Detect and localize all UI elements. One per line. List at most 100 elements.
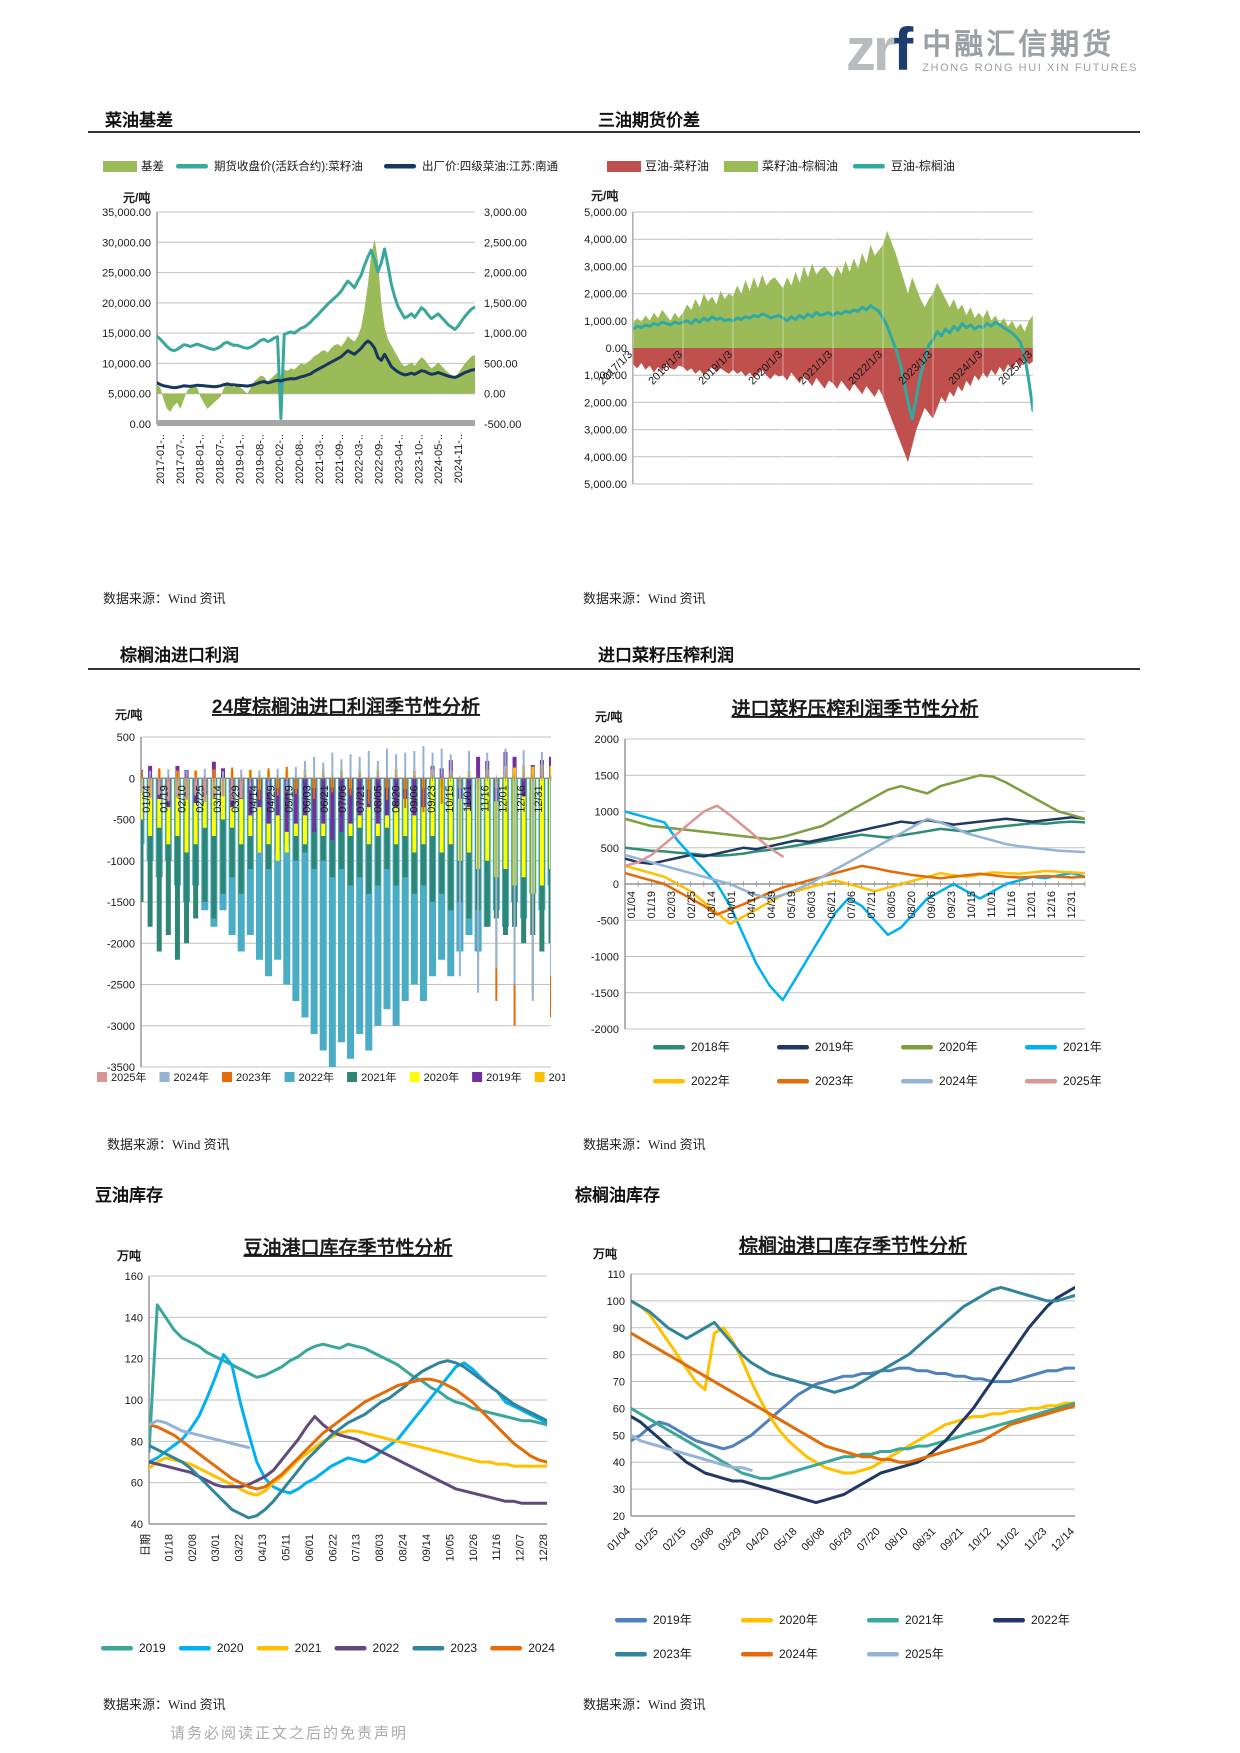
y-tick-right: 3,000.00	[484, 207, 527, 219]
x-tick: 10/15	[966, 891, 978, 919]
x-tick: 2018-01-..	[195, 434, 207, 484]
legend: 2025年 2024年 2023年 2022年 2021年 2020年 2019年 2018年	[97, 1070, 584, 1084]
y-tick: 25,000.00	[102, 268, 151, 280]
y-tick: 60	[613, 1403, 625, 1415]
x-tick: 01/19	[646, 891, 658, 919]
y-tick: 100	[125, 1395, 143, 1407]
legend-label: 2022	[373, 1641, 400, 1655]
y-tick: 15,000.00	[102, 328, 151, 340]
x-tick: 03/29	[716, 1526, 744, 1554]
y-tick: 140	[125, 1312, 143, 1324]
y-tick: 100	[607, 1296, 625, 1308]
x-tick: 05/19	[786, 891, 798, 919]
x-tick: 11/16	[491, 1534, 503, 1561]
legend-label: 2021年	[361, 1070, 396, 1084]
x-tick: 06/08	[799, 1526, 827, 1554]
y-tick: 20	[613, 1511, 625, 1523]
x-tick: 01/04	[141, 785, 153, 813]
y-tick: 1,000.00	[584, 316, 627, 328]
x-tick: 11/01	[462, 785, 474, 812]
series-2024	[149, 1377, 547, 1491]
series-2020	[149, 1353, 547, 1495]
axis-unit-label: 元/吨	[591, 188, 618, 203]
x-tick: 01/19	[159, 785, 171, 813]
logo-company-name-en: ZHONG RONG HUI XIN FUTURES	[922, 62, 1138, 74]
x-tick: 12/07	[515, 1534, 527, 1562]
legend-label: 2018年	[691, 1040, 730, 1054]
series-2022年	[625, 864, 1085, 926]
y-tick: -500	[597, 915, 619, 927]
y-axis-labels: 500 0 -500 -1000 -1500 -2000 -2500 -3000 -3500	[107, 732, 135, 1074]
x-tick: 04/01	[726, 891, 738, 919]
legend-label: 2023年	[653, 1647, 692, 1661]
data-source-note-4: 数据来源：Wind 资讯	[583, 1137, 706, 1152]
y-tick: 40	[613, 1457, 625, 1469]
series-group	[631, 1285, 1075, 1505]
section-header-caiyou-jicha: 菜油基差	[105, 111, 173, 130]
x-tick: 08/31	[910, 1526, 938, 1554]
x-tick: 06/21	[826, 891, 838, 919]
section-header-rapeseed-crush-profit: 进口菜籽压榨利润	[598, 646, 734, 665]
series-2021年	[625, 810, 1085, 1002]
chart-soybean-oil-port-inventory: 160 140 120 100 80 60 40 日期 01/18 02/08 03/01 03/22…	[95, 1218, 633, 1685]
y-tick-right: 2,500.00	[484, 237, 527, 249]
logo-f: f	[893, 16, 913, 83]
legend-label: 2019年	[653, 1613, 692, 1627]
series-2022年	[631, 1285, 1075, 1505]
legend-label: 豆油-棕榈油	[891, 158, 955, 173]
x-tick: 2020-02-..	[274, 434, 286, 484]
y-tick: 70	[613, 1377, 625, 1389]
legend-label: 2024年	[939, 1074, 978, 1088]
chart-svg-c2: 5,000.00 4,000.00 3,000.00 2,000.00 1,000.00…	[584, 158, 1035, 491]
legend-label: 2020	[217, 1641, 244, 1655]
x-tick: 08/20	[906, 891, 918, 919]
y-tick: -1500	[107, 897, 135, 909]
x-tick: 11/16	[1006, 891, 1018, 918]
data-source-note-3: 数据来源：Wind 资讯	[107, 1137, 230, 1152]
chart-rapeseed-oil-basis: 0.00 5,000.00 10,000.00 15,000.00 20,000.00 2…	[95, 148, 565, 533]
x-tick: 日期	[139, 1534, 152, 1556]
y-tick-right: 0.00	[484, 389, 505, 401]
x-tick: 06/03	[806, 891, 818, 919]
x-tick: 08/03	[374, 1534, 386, 1562]
legend-label: 2021	[295, 1641, 322, 1655]
x-tick: 2021-09-..	[334, 434, 346, 484]
y-tick: 30,000.00	[102, 237, 151, 249]
series-2025年	[141, 778, 243, 803]
y-tick-right: -500.00	[484, 419, 521, 431]
legend-label: 豆油-菜籽油	[645, 159, 709, 173]
y-tick: 0.00	[606, 343, 627, 355]
y-tick: 0.00	[130, 419, 151, 431]
x-tick: 04/14	[248, 785, 260, 813]
y-tick: -3500	[107, 1062, 135, 1074]
legend-label: 2021年	[905, 1613, 944, 1627]
x-tick: 07/21	[866, 891, 878, 919]
chart-svg-c1: 0.00 5,000.00 10,000.00 15,000.00 20,000.00 2…	[102, 159, 559, 484]
x-tick: 08/05	[886, 891, 898, 919]
y-tick: 5,000.00	[108, 389, 151, 401]
y-axis-labels: 2000 1500 1000 500 0 -500 -1000 -1500 -2000	[591, 734, 619, 1036]
y-tick: 20,000.00	[102, 298, 151, 310]
legend-label: 2023	[450, 1641, 477, 1655]
legend-label: 2024	[528, 1641, 555, 1655]
y-tick: 3,000.00	[584, 425, 627, 437]
x-tick: 06/21	[319, 785, 331, 813]
x-tick: 06/29	[827, 1526, 855, 1554]
series-2018年	[625, 820, 1085, 857]
header-rule-1	[88, 131, 1140, 133]
x-tick: 10/05	[444, 1534, 456, 1562]
series-2020年	[625, 774, 1085, 841]
y-tick: -500	[113, 815, 135, 827]
x-tick: 05/18	[772, 1526, 800, 1554]
legend-label: 2020年	[939, 1040, 978, 1054]
y-tick: 0	[613, 879, 619, 891]
y-tick: 160	[125, 1271, 143, 1283]
x-tick: 2023-10-..	[413, 434, 425, 484]
x-tick: 07/20	[855, 1526, 883, 1554]
x-tick: 2017-07-..	[175, 434, 187, 484]
legend-label: 期货收盘价(活跃合约):菜籽油	[214, 159, 363, 173]
y-tick-right: 1,500.00	[484, 298, 527, 310]
x-tick: 02/25	[686, 891, 698, 919]
y-tick: 2,000.00	[584, 289, 627, 301]
y-tick: 3,000.00	[584, 261, 627, 273]
